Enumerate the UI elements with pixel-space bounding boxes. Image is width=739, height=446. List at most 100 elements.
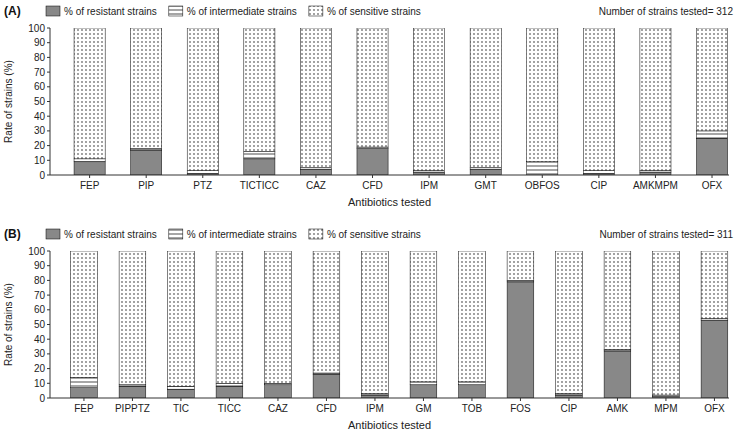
bar-segment [216, 383, 243, 386]
legend-label: % of resistant strains [64, 6, 157, 17]
y-tick-label: 0 [39, 393, 45, 404]
x-tick [598, 175, 599, 178]
bar-segment [696, 138, 727, 175]
x-tick-label: FEP [80, 180, 100, 191]
bar-segment [470, 169, 501, 175]
panel: 0102030405060708090100FEPPIPPTZTICTICCCA… [3, 4, 733, 208]
x-tick [712, 175, 713, 178]
bar-segment [187, 28, 218, 171]
x-tick-label: CIP [591, 180, 608, 191]
x-tick [229, 398, 230, 401]
bar-segment [74, 28, 105, 159]
bars [71, 251, 728, 398]
x-tick-label: AMK [607, 403, 629, 414]
y-tick [47, 145, 50, 146]
legend-swatch [309, 6, 323, 16]
x-tick [83, 398, 84, 401]
bar-segment [119, 386, 146, 398]
y-tick [47, 265, 50, 266]
x-tick [259, 175, 260, 178]
x-tick-label: PIP [138, 180, 154, 191]
y-tick-label: 0 [39, 170, 45, 181]
bar-segment [653, 251, 680, 395]
bar-segment [701, 251, 728, 319]
x-tick-label: TICC [218, 403, 241, 414]
y-tick-label: 70 [34, 67, 46, 78]
x-tick [520, 398, 521, 401]
y-tick [47, 368, 50, 369]
x-tick [542, 175, 543, 178]
bar-segment [244, 151, 275, 158]
y-tick-label: 40 [34, 111, 46, 122]
x-tick [485, 175, 486, 178]
x-tick-label: AMKMPM [633, 180, 678, 191]
y-tick-label: 90 [34, 37, 46, 48]
y-tick-label: 20 [34, 140, 46, 151]
bar-segment [131, 28, 162, 149]
bar-segment [119, 251, 146, 385]
y-tick [47, 86, 50, 87]
x-tick [665, 398, 666, 401]
y-axis-label: Rate of strains (%) [3, 283, 14, 366]
y-tick-label: 20 [34, 363, 46, 374]
y-tick-label: 30 [34, 125, 46, 136]
bar-segment [357, 28, 388, 147]
y-tick [47, 398, 50, 399]
y-tick [47, 42, 50, 43]
y-tick [47, 324, 50, 325]
x-axis-label: Antibiotics tested [348, 196, 431, 208]
bar-segment [244, 28, 275, 151]
y-tick-label: 80 [34, 52, 46, 63]
y-tick-label: 50 [34, 319, 46, 330]
y-tick [47, 339, 50, 340]
bar-segment [357, 149, 388, 175]
legend-label: % of resistant strains [64, 229, 157, 240]
bar-segment [527, 28, 558, 162]
x-tick [89, 175, 90, 178]
x-tick-label: CAZ [268, 403, 288, 414]
bar-segment [527, 162, 558, 175]
bars [74, 28, 728, 175]
legend-label: % of sensitive strains [327, 229, 421, 240]
legend: % of resistant strains% of intermediate … [46, 229, 421, 240]
y-tick-label: 100 [28, 23, 45, 34]
bar-segment [168, 251, 195, 386]
bar-segment [459, 251, 486, 382]
y-tick [47, 57, 50, 58]
y-tick [47, 309, 50, 310]
bar-segment [71, 377, 98, 387]
bar-segment [507, 251, 534, 280]
y-tick [47, 383, 50, 384]
x-tick [655, 175, 656, 178]
x-tick-label: CFD [362, 180, 383, 191]
x-tick-label: CAZ [306, 180, 326, 191]
bar-segment [216, 386, 243, 398]
bar-segment [300, 169, 331, 175]
x-tick [617, 398, 618, 401]
y-tick-label: 100 [28, 246, 45, 257]
bar-segment [131, 150, 162, 175]
y-tick-label: 40 [34, 334, 46, 345]
bar-segment [313, 374, 340, 398]
y-tick-label: 30 [34, 348, 46, 359]
x-tick-label: GMT [475, 180, 497, 191]
legend-swatch [309, 229, 323, 239]
bar-segment [265, 251, 292, 383]
bar-segment [640, 28, 671, 171]
bar-segment [696, 131, 727, 138]
annotation: Number of strains tested= 312 [599, 6, 734, 17]
y-tick [47, 28, 50, 29]
bar-segment [410, 385, 437, 398]
legend-swatch [169, 229, 183, 239]
y-tick [47, 353, 50, 354]
bar-segment [168, 386, 195, 389]
x-tick [202, 175, 203, 178]
legend-label: % of intermediate strains [187, 6, 297, 17]
x-tick [132, 398, 133, 401]
bar-segment [459, 382, 486, 385]
x-tick-label: PTZ [193, 180, 212, 191]
y-axis-label: Rate of strains (%) [3, 60, 14, 143]
y-tick [47, 175, 50, 176]
bar-segment [168, 389, 195, 398]
bar-segment [604, 351, 631, 398]
